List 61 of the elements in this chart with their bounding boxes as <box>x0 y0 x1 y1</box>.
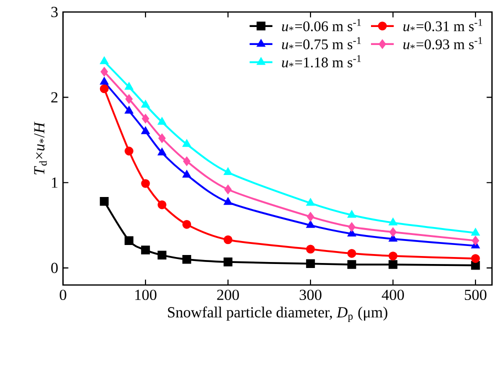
legend-label: u$_{*}$=0.75 m s$^{-1}$ <box>282 37 361 50</box>
legend-label: u$_{*}$=0.06 m s$^{-1}$ <box>282 18 361 32</box>
point <box>389 218 397 226</box>
x-tick-label: 400 <box>382 290 404 300</box>
point <box>100 196 109 206</box>
y-tick-label: 2 <box>51 92 58 102</box>
point <box>158 134 166 143</box>
point <box>224 258 232 266</box>
x-tick-label: 0 <box>60 290 66 300</box>
x-axis-title: Snowfall particle diameter, D$_{p}$ (μm) <box>168 306 388 322</box>
point <box>183 156 190 166</box>
point <box>100 67 108 76</box>
y-tick-label: 1 <box>52 178 58 188</box>
point <box>388 260 398 269</box>
point <box>125 94 133 104</box>
point <box>158 118 166 125</box>
point <box>389 234 397 242</box>
y-tick-label: 0 <box>51 262 58 274</box>
point <box>125 82 133 90</box>
point <box>306 220 314 228</box>
point <box>100 57 108 64</box>
y-tick-label: 3 <box>51 6 58 18</box>
point <box>141 179 150 188</box>
legend-label: u$_{*}$=0.93 m s$^{-1}$ <box>403 37 482 50</box>
point <box>224 198 232 205</box>
x-tick-label: 200 <box>217 290 239 300</box>
point <box>224 168 232 176</box>
point <box>224 185 232 194</box>
point <box>182 140 191 147</box>
point <box>306 212 314 222</box>
point <box>100 78 108 85</box>
point <box>306 244 315 254</box>
point <box>100 84 109 94</box>
point <box>389 228 397 236</box>
point <box>124 236 134 246</box>
point <box>142 100 150 108</box>
point <box>158 148 166 156</box>
point <box>306 259 315 268</box>
point <box>182 254 192 264</box>
point <box>158 250 166 260</box>
point <box>224 235 232 244</box>
point <box>125 106 133 114</box>
point <box>388 252 398 260</box>
point <box>347 260 356 269</box>
point <box>182 220 192 229</box>
legend-label: u$_{*}$=0.31 m s$^{-1}$ <box>403 18 482 32</box>
point <box>142 114 150 124</box>
point <box>182 170 191 178</box>
legend-label: u$_{*}$=1.18 m s$^{-1}$ <box>282 55 361 68</box>
point <box>348 222 356 232</box>
point <box>124 146 134 156</box>
point <box>141 246 150 254</box>
point <box>471 260 480 270</box>
point <box>158 200 166 210</box>
point <box>348 210 356 218</box>
x-tick-label: 300 <box>300 290 322 300</box>
x-tick-label: 100 <box>135 290 156 300</box>
x-tick-label: 500 <box>464 290 486 300</box>
point <box>347 249 356 258</box>
point <box>306 198 314 206</box>
point <box>142 127 150 134</box>
